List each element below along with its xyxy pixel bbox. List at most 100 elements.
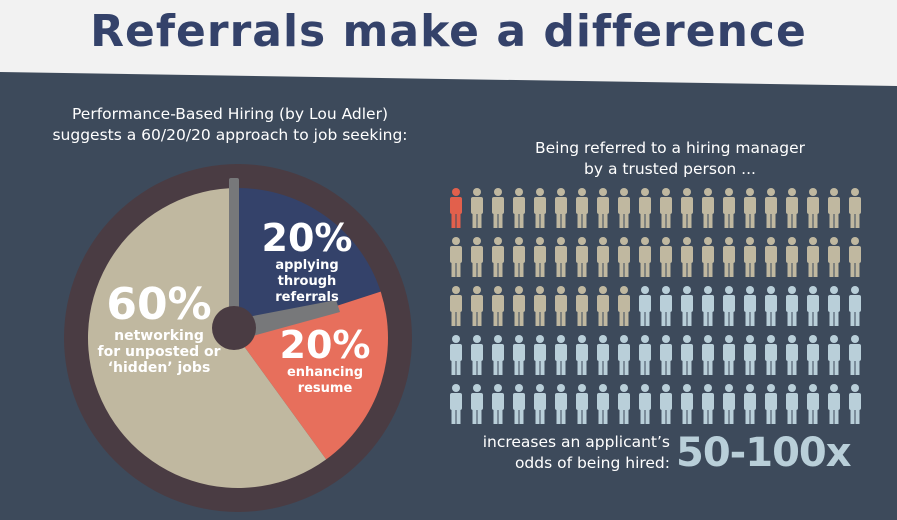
page-title: Referrals make a difference xyxy=(90,6,807,57)
person-icon xyxy=(765,188,777,228)
person-icon xyxy=(597,237,609,277)
person-icon xyxy=(681,335,693,375)
person-icon xyxy=(828,286,840,326)
slice-percent-networking: 60% xyxy=(106,279,212,330)
person-icon xyxy=(828,384,840,424)
person-icon xyxy=(702,384,714,424)
person-icon xyxy=(513,188,525,228)
person-icon xyxy=(555,384,567,424)
person-icon xyxy=(765,237,777,277)
slice-label-resume: 20% enhancing resume xyxy=(270,325,380,397)
person-icon xyxy=(450,188,462,228)
person-icon xyxy=(681,237,693,277)
person-icon xyxy=(828,237,840,277)
person-icon xyxy=(618,286,630,326)
person-icon xyxy=(744,286,756,326)
person-icon xyxy=(702,335,714,375)
result-line-2: odds of being hired: xyxy=(514,454,670,472)
slice-text-resume-2: resume xyxy=(297,381,353,396)
person-icon xyxy=(660,237,672,277)
person-icon xyxy=(471,384,483,424)
person-icon xyxy=(618,237,630,277)
person-icon xyxy=(555,286,567,326)
person-icon xyxy=(471,335,483,375)
person-icon xyxy=(534,237,546,277)
person-icon xyxy=(597,384,609,424)
person-icon xyxy=(723,384,735,424)
title-banner-shape xyxy=(0,0,897,86)
intro-line-2: suggests a 60/20/20 approach to job seek… xyxy=(52,126,408,144)
person-icon xyxy=(492,384,504,424)
person-icon xyxy=(660,384,672,424)
person-icon xyxy=(639,286,651,326)
result-text: increases an applicant’s odds of being h… xyxy=(430,432,670,474)
person-icon xyxy=(765,384,777,424)
person-icon xyxy=(513,237,525,277)
person-icon xyxy=(723,188,735,228)
slice-label-referrals: 20% applying through referrals xyxy=(244,218,370,306)
person-icon xyxy=(639,335,651,375)
person-icon xyxy=(576,335,588,375)
person-icon xyxy=(723,335,735,375)
person-icon xyxy=(786,335,798,375)
person-icon xyxy=(576,188,588,228)
person-icon xyxy=(702,188,714,228)
intro-line-1: Performance-Based Hiring (by Lou Adler) xyxy=(71,105,389,123)
person-icon xyxy=(471,286,483,326)
person-icon xyxy=(450,237,462,277)
person-icon xyxy=(534,286,546,326)
person-icon xyxy=(450,286,462,326)
slice-text-networking-2: for unposted or xyxy=(97,344,221,360)
person-icon xyxy=(786,188,798,228)
person-icon xyxy=(597,188,609,228)
people-pictogram xyxy=(450,188,861,424)
job-seeking-pie-chart xyxy=(64,164,412,512)
person-icon xyxy=(492,335,504,375)
person-icon xyxy=(849,237,861,277)
person-icon xyxy=(639,237,651,277)
person-icon xyxy=(513,335,525,375)
person-icon xyxy=(555,237,567,277)
referral-heading-line-1: Being referred to a hiring manager xyxy=(534,139,806,157)
person-icon xyxy=(681,384,693,424)
person-icon xyxy=(450,335,462,375)
person-icon xyxy=(681,286,693,326)
person-icon xyxy=(576,384,588,424)
person-icon xyxy=(534,335,546,375)
person-icon xyxy=(534,188,546,228)
person-icon xyxy=(744,188,756,228)
odds-multiplier: 50-100x xyxy=(676,430,852,476)
person-icon xyxy=(660,286,672,326)
person-icon xyxy=(744,384,756,424)
person-icon xyxy=(849,335,861,375)
person-icon xyxy=(492,188,504,228)
person-icon xyxy=(744,237,756,277)
person-icon xyxy=(849,384,861,424)
person-icon xyxy=(702,286,714,326)
person-icon xyxy=(534,384,546,424)
pie-slice-networking xyxy=(88,188,327,489)
slice-text-networking-3: ‘hidden’ jobs xyxy=(107,360,211,376)
person-icon xyxy=(597,335,609,375)
person-icon xyxy=(765,335,777,375)
person-icon xyxy=(639,188,651,228)
person-icon xyxy=(807,237,819,277)
person-icon xyxy=(807,188,819,228)
pie-slice-resume xyxy=(238,291,388,460)
referral-heading: Being referred to a hiring manager by a … xyxy=(470,138,870,180)
person-icon xyxy=(807,286,819,326)
slice-text-referrals-1: applying through xyxy=(275,258,339,289)
referral-heading-line-2: by a trusted person ... xyxy=(584,160,756,178)
person-icon xyxy=(450,384,462,424)
person-icon xyxy=(681,188,693,228)
person-icon xyxy=(576,286,588,326)
person-icon xyxy=(618,335,630,375)
slice-percent-referrals: 20% xyxy=(261,216,353,260)
person-icon xyxy=(597,286,609,326)
title-banner xyxy=(0,0,897,86)
person-icon xyxy=(849,188,861,228)
slice-text-resume-1: enhancing xyxy=(286,365,364,380)
person-icon xyxy=(786,237,798,277)
person-icon xyxy=(660,335,672,375)
slice-text-referrals-2: referrals xyxy=(275,290,339,305)
